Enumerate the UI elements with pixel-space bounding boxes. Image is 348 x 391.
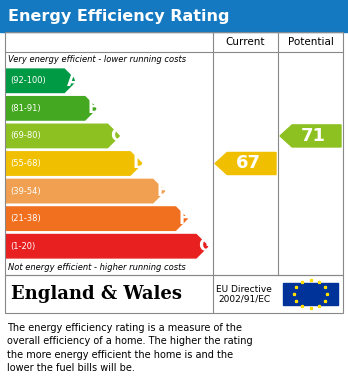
- Text: Current: Current: [226, 37, 265, 47]
- Text: G: G: [198, 237, 212, 255]
- Text: F: F: [179, 210, 190, 228]
- FancyBboxPatch shape: [283, 283, 338, 305]
- Polygon shape: [280, 125, 341, 147]
- Text: Not energy efficient - higher running costs: Not energy efficient - higher running co…: [8, 263, 186, 272]
- Polygon shape: [6, 207, 187, 230]
- Text: (92-100): (92-100): [10, 76, 46, 85]
- Polygon shape: [215, 152, 276, 174]
- Text: A: A: [67, 72, 80, 90]
- Polygon shape: [6, 97, 97, 120]
- Polygon shape: [6, 179, 165, 203]
- Polygon shape: [6, 235, 208, 258]
- Text: (21-38): (21-38): [10, 214, 41, 223]
- Bar: [5, 275, 343, 313]
- Text: (55-68): (55-68): [10, 159, 41, 168]
- Text: D: D: [132, 154, 146, 172]
- Text: (81-91): (81-91): [10, 104, 41, 113]
- Polygon shape: [6, 152, 142, 175]
- Polygon shape: [6, 124, 119, 148]
- Text: Energy Efficiency Rating: Energy Efficiency Rating: [8, 9, 229, 23]
- Text: 2002/91/EC: 2002/91/EC: [218, 294, 270, 303]
- Text: 67: 67: [236, 154, 260, 172]
- Bar: [0, 0, 348, 32]
- Bar: [5, 32, 343, 275]
- Text: Very energy efficient - lower running costs: Very energy efficient - lower running co…: [8, 55, 186, 64]
- Text: Potential: Potential: [287, 37, 333, 47]
- Text: (39-54): (39-54): [10, 187, 41, 196]
- Text: England & Wales: England & Wales: [11, 285, 182, 303]
- Text: (69-80): (69-80): [10, 131, 41, 140]
- Text: 71: 71: [300, 127, 325, 145]
- Polygon shape: [6, 69, 76, 93]
- Text: (1-20): (1-20): [10, 242, 35, 251]
- Text: The energy efficiency rating is a measure of the
overall efficiency of a home. T: The energy efficiency rating is a measur…: [7, 323, 253, 373]
- Text: B: B: [87, 99, 100, 117]
- Text: E: E: [156, 182, 167, 200]
- Text: EU Directive: EU Directive: [216, 285, 272, 294]
- Text: C: C: [110, 127, 122, 145]
